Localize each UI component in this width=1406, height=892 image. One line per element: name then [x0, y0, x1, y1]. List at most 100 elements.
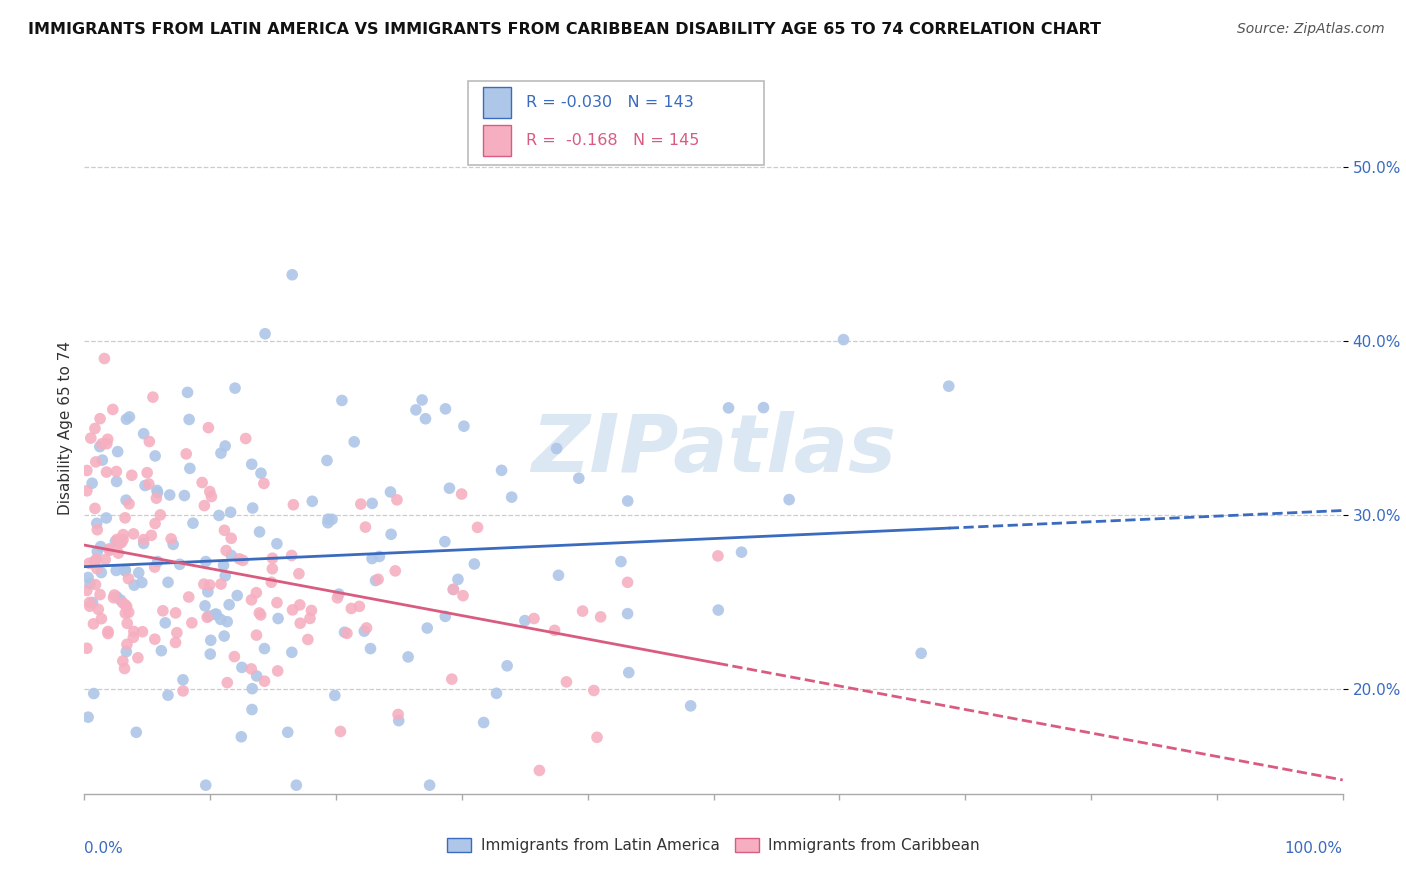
Text: 100.0%: 100.0% — [1285, 841, 1343, 856]
Point — [84, 455, 107, 469]
Point — [301, 494, 323, 508]
Point — [301, 603, 323, 617]
Point — [82, 476, 104, 491]
Point — [114, 606, 136, 620]
Point — [242, 501, 264, 516]
Point — [191, 475, 214, 490]
Point — [707, 549, 730, 563]
Point — [80, 431, 103, 445]
Point — [77, 556, 100, 570]
Point — [141, 528, 163, 542]
Point — [356, 621, 378, 635]
Point — [96, 511, 118, 525]
Point — [105, 564, 128, 578]
Point — [364, 574, 387, 588]
Point — [463, 557, 485, 571]
Point — [198, 578, 221, 592]
Point — [105, 465, 128, 479]
Point — [103, 591, 125, 605]
Point — [288, 598, 311, 612]
Point — [96, 465, 118, 479]
Point — [730, 545, 752, 559]
Point — [434, 609, 457, 624]
Point — [218, 598, 240, 612]
Point — [208, 508, 231, 523]
Point — [89, 588, 111, 602]
Point — [212, 629, 235, 643]
Point — [112, 527, 135, 541]
Point — [86, 516, 108, 531]
Point — [107, 444, 129, 458]
Point — [440, 672, 463, 686]
Point — [134, 478, 156, 492]
Point — [277, 725, 299, 739]
Point — [380, 485, 402, 500]
Point — [105, 590, 128, 604]
Point — [114, 511, 136, 525]
Point — [128, 566, 150, 580]
Point — [93, 351, 115, 366]
Point — [174, 447, 197, 461]
Point — [297, 632, 319, 647]
Point — [266, 537, 288, 551]
Point — [707, 603, 730, 617]
Point — [589, 610, 612, 624]
Point — [115, 412, 138, 426]
Point — [97, 626, 120, 640]
Point — [90, 566, 112, 580]
Point — [214, 439, 236, 453]
Point — [547, 568, 569, 582]
Point — [388, 714, 411, 728]
Point — [336, 626, 359, 640]
Text: R =  -0.168   N = 145: R = -0.168 N = 145 — [526, 133, 699, 148]
Point — [219, 505, 242, 519]
Point — [162, 537, 184, 551]
Point — [224, 381, 246, 395]
Point — [529, 764, 551, 778]
Point — [115, 599, 138, 614]
Point — [122, 630, 145, 644]
Point — [266, 596, 288, 610]
Point — [115, 644, 138, 658]
Point — [910, 646, 932, 660]
Point — [146, 485, 169, 500]
Text: 0.0%: 0.0% — [84, 841, 124, 856]
Point — [83, 554, 105, 568]
Point — [87, 602, 110, 616]
Point — [132, 426, 155, 441]
Point — [491, 463, 513, 477]
Point — [138, 477, 160, 491]
Point — [249, 607, 271, 622]
Point — [240, 592, 263, 607]
Point — [212, 558, 235, 573]
Point — [340, 601, 363, 615]
Point — [359, 641, 381, 656]
Point — [778, 492, 800, 507]
Point — [150, 643, 173, 657]
Point — [193, 499, 215, 513]
Point — [571, 604, 593, 618]
Point — [193, 577, 215, 591]
Point — [125, 725, 148, 739]
Point — [198, 484, 221, 499]
Point — [245, 585, 267, 599]
Point — [240, 662, 263, 676]
Point — [439, 481, 461, 495]
Point — [209, 446, 232, 460]
Point — [159, 488, 181, 502]
Point — [200, 647, 222, 661]
Point — [101, 402, 124, 417]
Point — [90, 540, 112, 554]
Point — [132, 533, 155, 547]
Point — [350, 497, 373, 511]
Point — [555, 674, 578, 689]
Point — [89, 440, 111, 454]
Point — [197, 420, 219, 434]
Point — [396, 649, 419, 664]
Point — [121, 468, 143, 483]
Point — [616, 494, 638, 508]
Point — [136, 466, 159, 480]
Point — [104, 534, 127, 549]
Point — [267, 611, 290, 625]
FancyBboxPatch shape — [468, 81, 763, 165]
